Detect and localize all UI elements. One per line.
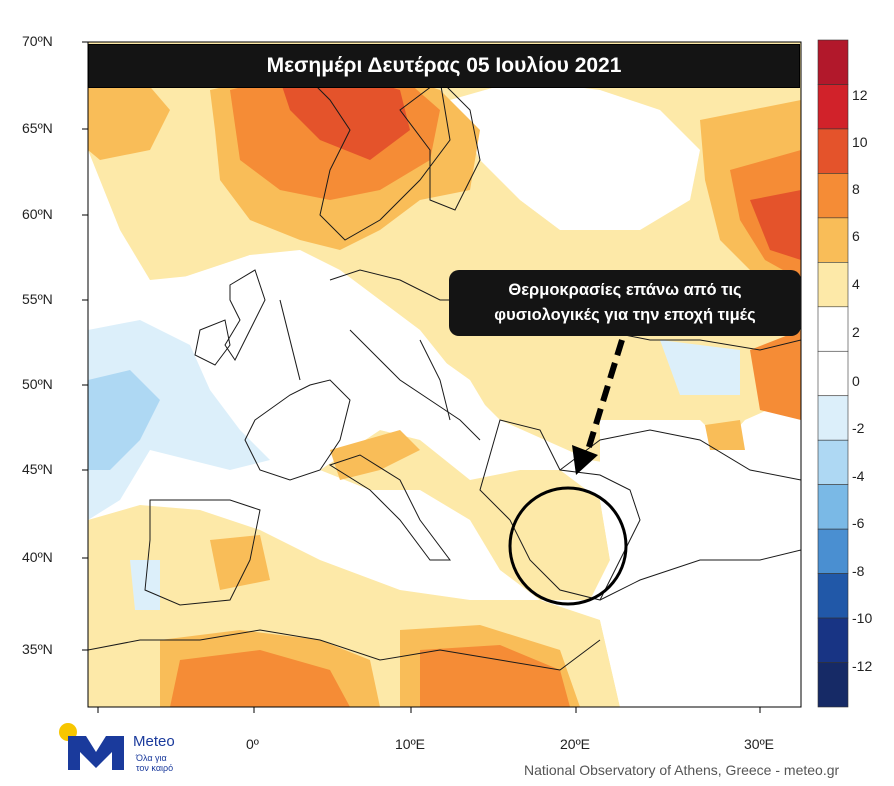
colorbar-segment	[817, 306, 849, 352]
lat-label-40: 40ºN	[22, 549, 53, 565]
callout-line-2: φυσιολογικές για την εποχή τιμές	[494, 306, 756, 324]
logo-name: Meteo	[133, 733, 175, 750]
colorbar-label: 0	[852, 373, 860, 389]
colorbar-label: -12	[852, 658, 873, 674]
lat-label-65: 65ºN	[22, 120, 53, 136]
anomaly-region-cool	[88, 320, 270, 520]
callout-line-1: Θερμοκρασίες επάνω από τις	[508, 281, 742, 299]
colorbar-label: 4	[852, 276, 860, 292]
lat-label-55: 55ºN	[22, 291, 53, 307]
lon-label-20e: 20ºE	[560, 736, 591, 752]
lat-label-45: 45ºN	[22, 461, 53, 477]
colorbar-segment	[817, 484, 849, 530]
colorbar-label: 2	[852, 324, 860, 340]
colorbar-segment	[817, 662, 849, 708]
callout-arrow	[585, 339, 625, 451]
colorbar-label: -4	[852, 468, 865, 484]
lon-label-30e: 30ºE	[744, 736, 775, 752]
map-title: Μεσημέρι Δευτέρας 05 Ιουλίου 2021	[88, 44, 800, 88]
lon-label-0: 0º	[246, 736, 259, 752]
colorbar-segment	[817, 395, 849, 441]
credit-text: National Observatory of Athens, Greece -…	[524, 762, 840, 778]
meteo-logo	[59, 723, 124, 770]
lon-label-10e: 10ºE	[395, 736, 426, 752]
colorbar-segment	[817, 39, 849, 85]
colorbar-label: 12	[852, 87, 868, 103]
colorbar-segment	[817, 528, 849, 574]
colorbar-segment	[817, 262, 849, 308]
lat-label-60: 60ºN	[22, 206, 53, 222]
colorbar-label: -6	[852, 515, 865, 531]
colorbar-segment	[817, 173, 849, 219]
anomaly-region-balkans-2-4	[320, 430, 610, 600]
colorbar	[817, 39, 849, 708]
logo-tagline: Όλα για τον καιρό	[136, 753, 174, 773]
lat-label-35: 35ºN	[22, 641, 53, 657]
colorbar-segment	[817, 217, 849, 263]
colorbar-label: 8	[852, 181, 860, 197]
colorbar-label: 6	[852, 228, 860, 244]
colorbar-segment	[817, 84, 849, 130]
colorbar-segment	[817, 617, 849, 663]
greece-highlight-circle	[508, 486, 628, 606]
colorbar-label: -8	[852, 563, 865, 579]
lat-label-70: 70ºN	[22, 33, 53, 49]
callout-box: Θερμοκρασίες επάνω από τις φυσιολογικές …	[449, 270, 801, 336]
colorbar-label: -2	[852, 420, 865, 436]
lat-label-50: 50ºN	[22, 376, 53, 392]
colorbar-segment	[817, 128, 849, 174]
colorbar-segment	[817, 439, 849, 485]
colorbar-label: 10	[852, 134, 868, 150]
colorbar-segment	[817, 350, 849, 397]
colorbar-label: -10	[852, 610, 873, 626]
colorbar-segment	[817, 573, 849, 619]
